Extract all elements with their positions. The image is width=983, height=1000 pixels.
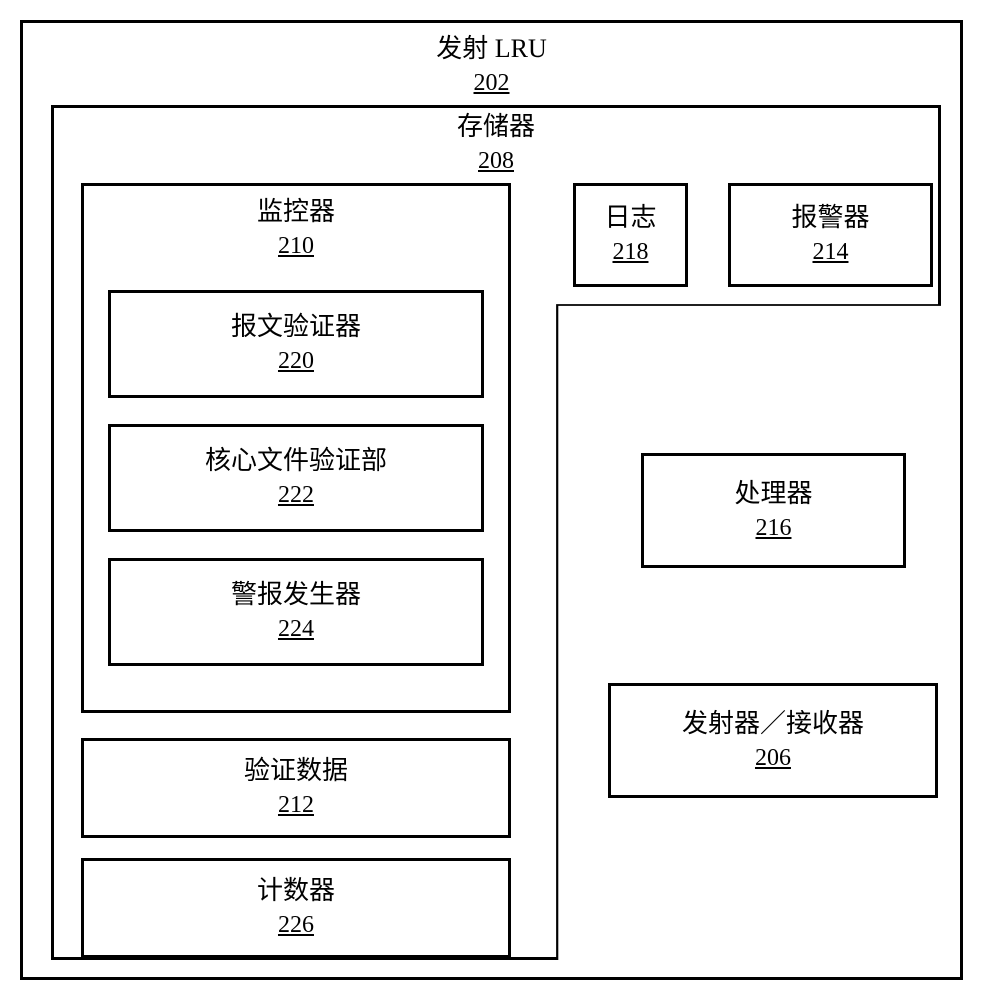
alarm-title: 报警器 [791, 200, 869, 236]
transmitter-receiver-title: 发射器／接收器 [682, 706, 864, 742]
log-number: 218 [612, 236, 648, 270]
alarm-generator-number: 224 [278, 613, 314, 647]
message-validator-label: 报文验证器 220 [231, 309, 361, 379]
memory-number: 208 [478, 145, 514, 179]
lru-number: 202 [474, 67, 510, 101]
counter-box: 计数器 226 [81, 858, 511, 958]
alarm-number: 214 [812, 236, 848, 270]
alarm-generator-label: 警报发生器 224 [231, 577, 361, 647]
message-validator-title: 报文验证器 [231, 309, 361, 345]
monitor-number: 210 [278, 230, 314, 264]
log-box: 日志 218 [573, 183, 688, 287]
log-title: 日志 [604, 200, 656, 236]
message-validator-number: 220 [278, 345, 314, 379]
core-file-validator-box: 核心文件验证部 222 [108, 424, 484, 532]
alarm-label: 报警器 214 [791, 200, 869, 270]
counter-number: 226 [278, 909, 314, 943]
processor-label: 处理器 216 [734, 476, 812, 546]
verify-data-label: 验证数据 212 [244, 753, 348, 823]
lru-container: 发射 LRU 202 存储器 208 监控器 210 报文验证器 220 核心文… [20, 20, 963, 980]
verify-data-number: 212 [278, 789, 314, 823]
transmitter-receiver-label: 发射器／接收器 206 [682, 706, 864, 776]
verify-data-title: 验证数据 [244, 753, 348, 789]
lru-header: 发射 LRU 202 [41, 31, 942, 101]
processor-title: 处理器 [734, 476, 812, 512]
message-validator-box: 报文验证器 220 [108, 290, 484, 398]
memory-header: 存储器 208 [51, 109, 941, 179]
core-file-validator-number: 222 [278, 479, 314, 513]
alarm-generator-box: 警报发生器 224 [108, 558, 484, 666]
counter-title: 计数器 [257, 873, 335, 909]
monitor-title: 监控器 [108, 194, 484, 230]
monitor-container: 监控器 210 报文验证器 220 核心文件验证部 222 警报发生器 224 [81, 183, 511, 713]
log-label: 日志 218 [604, 200, 656, 270]
core-file-validator-label: 核心文件验证部 222 [205, 443, 387, 513]
lru-title: 发射 LRU [41, 31, 942, 67]
monitor-header: 监控器 210 [108, 194, 484, 264]
counter-label: 计数器 226 [257, 873, 335, 943]
processor-number: 216 [755, 512, 791, 546]
memory-title: 存储器 [51, 109, 941, 145]
transmitter-receiver-number: 206 [755, 742, 791, 776]
processor-box: 处理器 216 [641, 453, 906, 568]
alarm-box: 报警器 214 [728, 183, 933, 287]
verify-data-box: 验证数据 212 [81, 738, 511, 838]
transmitter-receiver-box: 发射器／接收器 206 [608, 683, 938, 798]
alarm-generator-title: 警报发生器 [231, 577, 361, 613]
core-file-validator-title: 核心文件验证部 [205, 443, 387, 479]
